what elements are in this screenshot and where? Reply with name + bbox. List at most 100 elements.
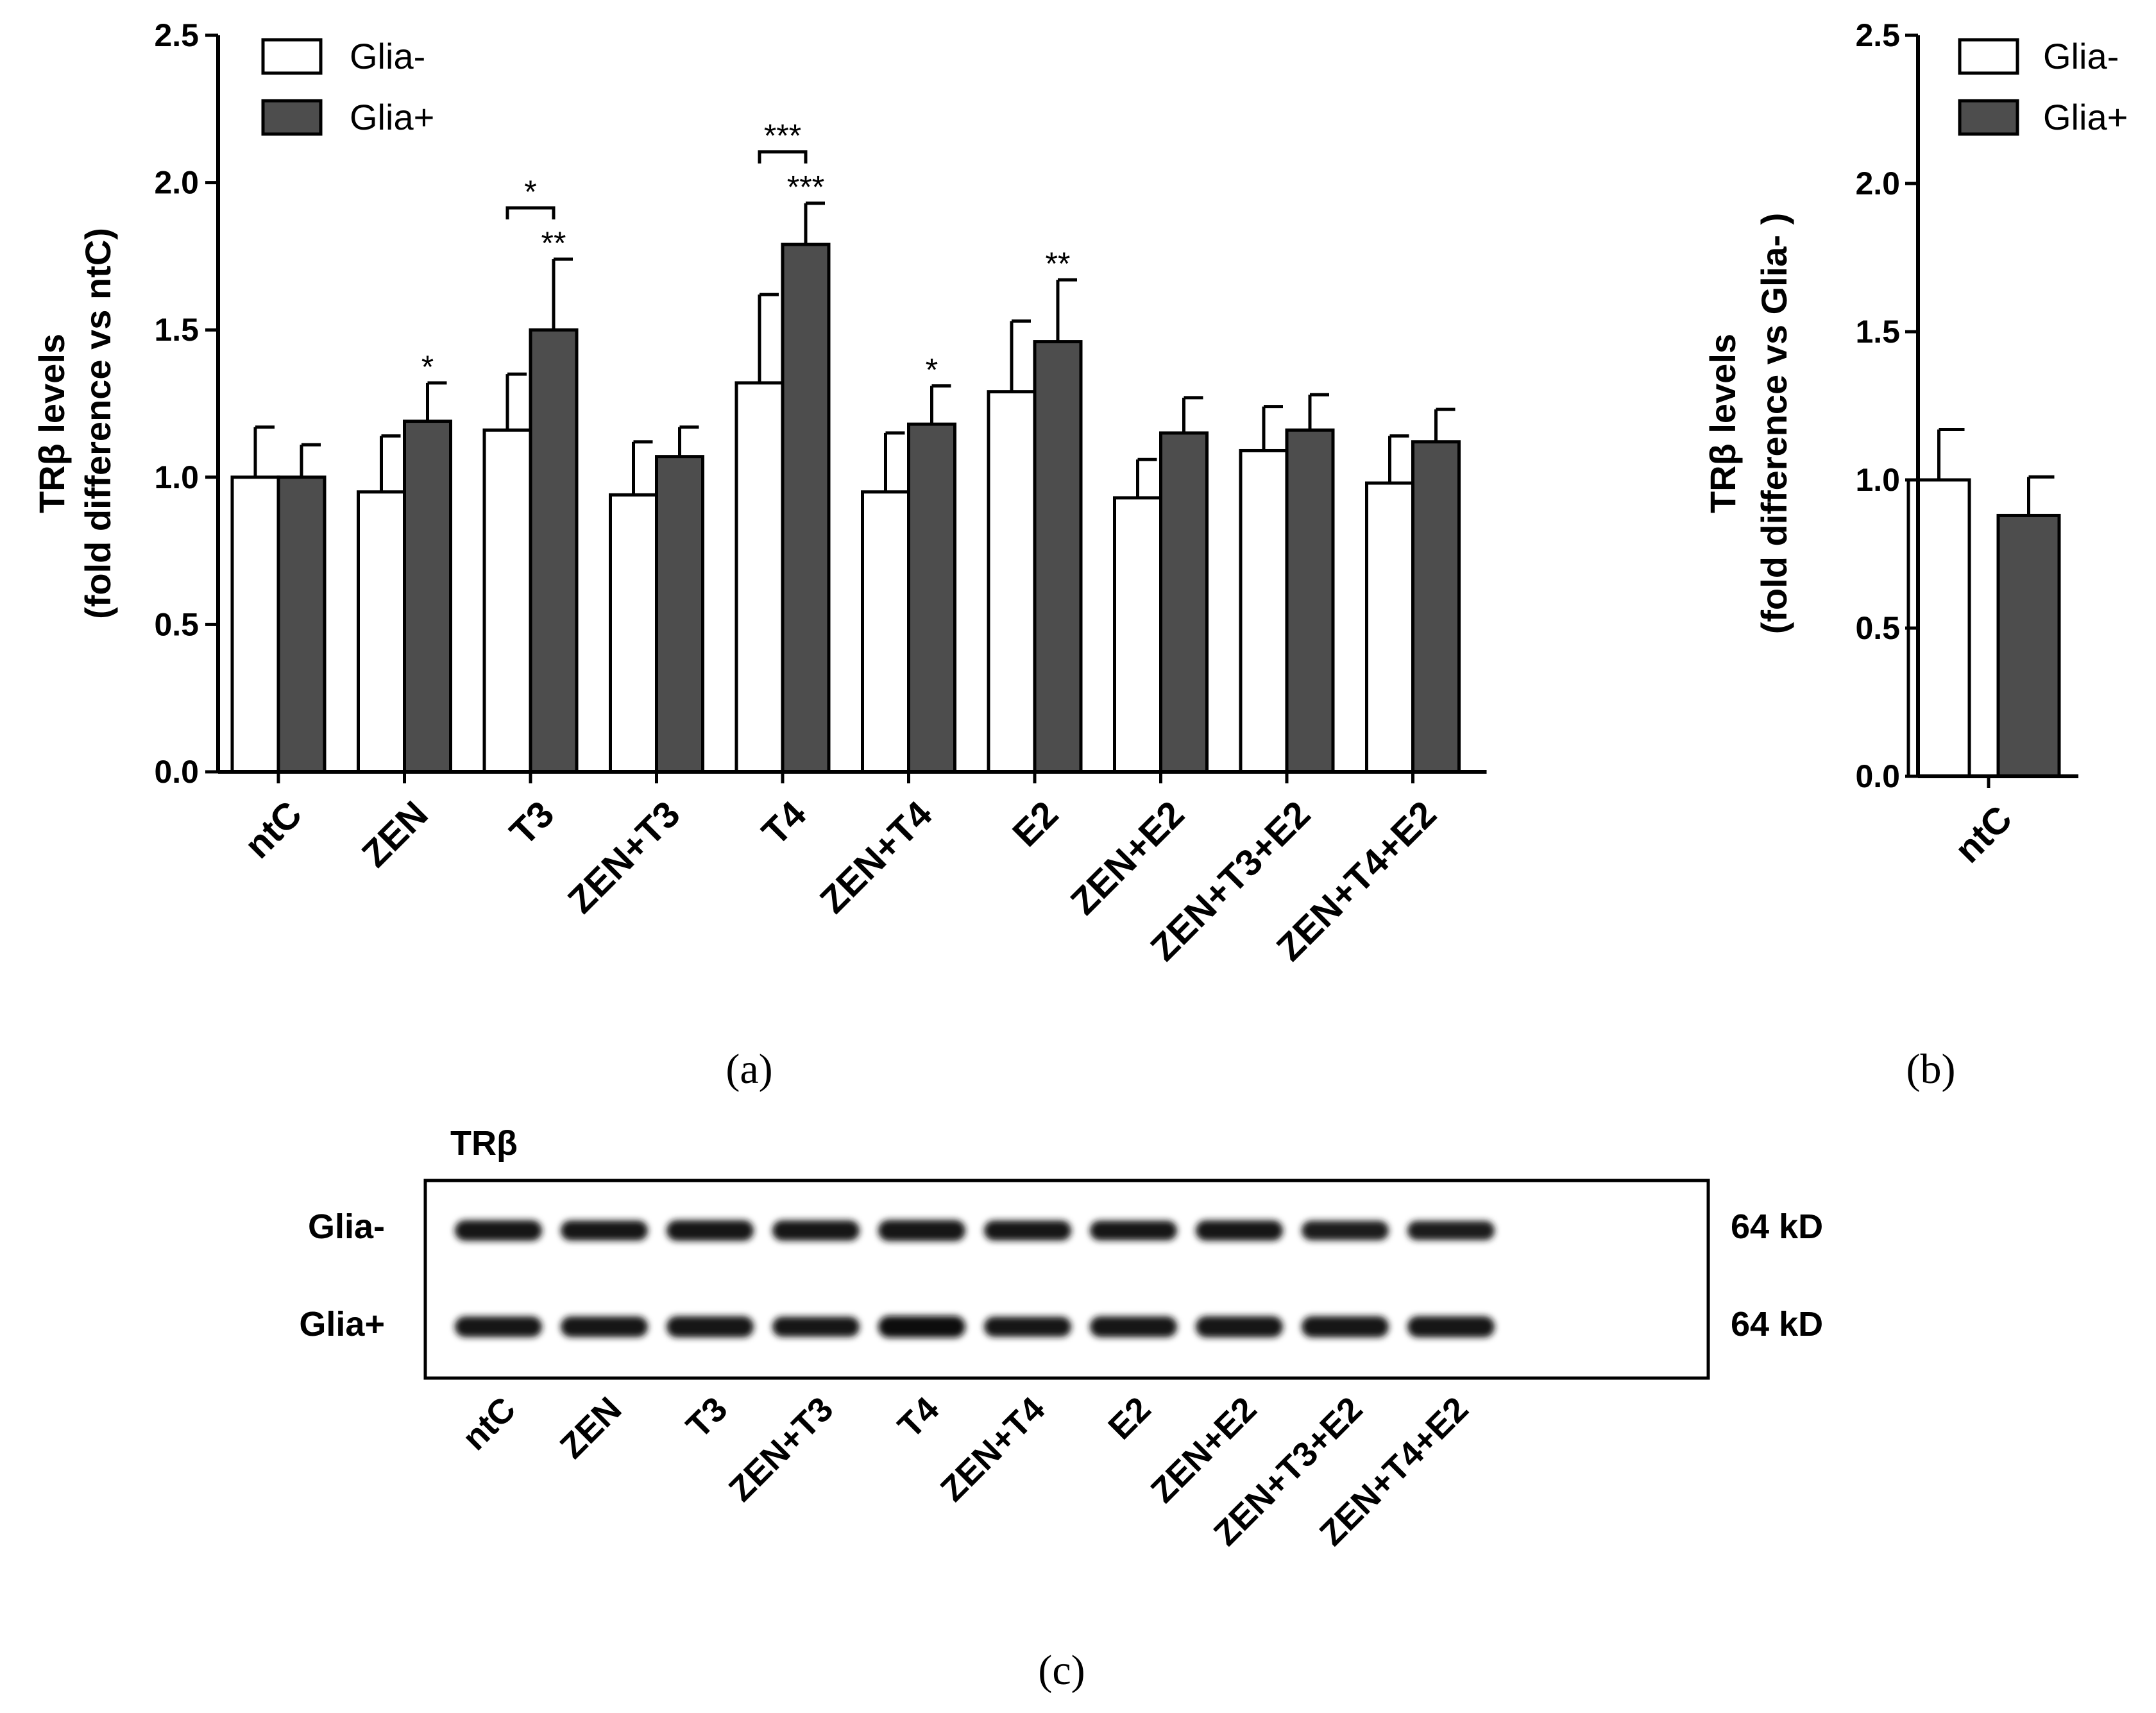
y-tick-label-0-0: 0.0 xyxy=(154,754,199,790)
x-tick-label-zen-pluse2: ZEN+E2 xyxy=(1063,793,1193,923)
blot-lane-label-t4: T4 xyxy=(890,1390,946,1445)
blot-lane-label-zen-plust4: ZEN+T4 xyxy=(933,1390,1053,1509)
b-legend-label-glia-plus: Glia+ xyxy=(2043,97,2128,137)
bar-glia-plus-zen-plust4 xyxy=(907,422,956,774)
bar-glia-zen-plust4 xyxy=(861,490,910,774)
y-tick-label-1-0: 1.0 xyxy=(154,459,199,495)
y-tick-label-2-5: 2.5 xyxy=(154,17,199,53)
blot-protein-label: TRβ xyxy=(450,1124,518,1163)
b-legend-label-glia: Glia- xyxy=(2043,36,2119,76)
blot-band-glia-zen-plust3 xyxy=(772,1220,860,1241)
b-bar-glia-plus xyxy=(1996,513,2061,778)
bar-glia-plus-zen xyxy=(403,420,452,774)
blot-lane-label-zen: ZEN xyxy=(553,1390,629,1466)
bar-glia-zen xyxy=(357,490,406,774)
blot-band-glia-zen-plust4 xyxy=(984,1220,1071,1241)
blot-lane-label-zen-plust3: ZEN+T3 xyxy=(722,1390,841,1509)
b-y-tick-label-1-0: 1.0 xyxy=(1855,462,1900,498)
bar-glia-plus-zen-plust3 xyxy=(655,455,704,774)
blot-band-glia-plus-e2 xyxy=(1090,1316,1177,1338)
x-tick-label-zen-plust3: ZEN+T3 xyxy=(560,793,688,921)
panel-b-legend: Glia- Glia+ xyxy=(1958,36,2128,137)
blot-band-glia-zen-plust3-pluse2 xyxy=(1302,1220,1389,1241)
legend-label-glia: Glia- xyxy=(350,36,425,76)
blot-band-glia-e2 xyxy=(1090,1220,1177,1241)
bar-glia-plus-zen-pluse2 xyxy=(1159,431,1209,774)
blot-lane-label-t3: T3 xyxy=(679,1390,734,1445)
blot-band-glia-plus-zen-plust3 xyxy=(772,1317,860,1337)
significance-t3: ** xyxy=(541,225,566,261)
bar-glia-e2 xyxy=(987,390,1037,774)
blot-band-glia-plus-zen-plust3-pluse2 xyxy=(1302,1316,1389,1338)
bar-glia-zen-plust3 xyxy=(609,493,658,774)
y-tick-label-2-0: 2.0 xyxy=(154,165,199,201)
bar-glia-plus-zen-plust3-pluse2 xyxy=(1285,428,1335,774)
blot-frame xyxy=(423,1179,1710,1380)
bar-glia-plus-t4 xyxy=(781,243,831,774)
blot-band-glia-plus-t4 xyxy=(878,1316,965,1338)
bracket-label-t4: *** xyxy=(764,118,801,154)
x-tick-label-ntc: ntC xyxy=(237,793,310,866)
panel-a-ylabel-line1: TRβ levels xyxy=(31,334,72,513)
bracket-label-t3: * xyxy=(524,174,536,210)
panel-a-ylabel-line2: (fold difference vs ntC) xyxy=(78,228,118,619)
blot-band-glia-t4 xyxy=(878,1220,965,1241)
bar-glia-plus-t3 xyxy=(529,328,579,774)
b-y-tick-label-0-5: 0.5 xyxy=(1855,610,1900,646)
blot-row-label-glia-plus: Glia+ xyxy=(299,1305,385,1343)
bracket-t4 xyxy=(758,150,808,164)
blot-lane-label-e2: E2 xyxy=(1101,1390,1158,1447)
blot-band-glia-plus-zen-plust4-pluse2 xyxy=(1407,1316,1495,1338)
blot-lane-label-ntc: ntC xyxy=(455,1390,523,1458)
bar-glia-t3 xyxy=(482,428,532,774)
blot-band-glia-zen-pluse2 xyxy=(1196,1220,1283,1241)
x-tick-label-t4: T4 xyxy=(754,793,814,853)
b-x-tick-label-ntc: ntC xyxy=(1947,797,2020,871)
blot-row-label-glia-minus: Glia- xyxy=(308,1207,385,1246)
significance-e2: ** xyxy=(1046,246,1071,282)
panel-letter-a: (a) xyxy=(726,1046,772,1093)
significance-zen-plust4: * xyxy=(926,352,938,388)
blot-band-glia-plus-zen-plust4 xyxy=(984,1317,1071,1337)
blot-band-glia-zen-plust4-pluse2 xyxy=(1407,1220,1495,1241)
bar-glia-plus-zen-plust4-pluse2 xyxy=(1411,440,1461,774)
bracket-t3 xyxy=(505,206,556,219)
blot-band-glia-plus-zen xyxy=(561,1316,648,1338)
significance-zen: * xyxy=(421,349,434,385)
legend-swatch-glia-plus xyxy=(261,99,323,136)
bar-glia-t4 xyxy=(734,381,785,774)
panel-b-ylabel-line1: TRβ levels xyxy=(1702,334,1743,513)
blot-band-glia-ntc xyxy=(455,1220,542,1241)
blot-band-glia-zen xyxy=(561,1220,648,1241)
blot-size-label-glia-plus: 64 kD xyxy=(1731,1305,1823,1343)
panel-b-bars xyxy=(1906,427,2061,778)
x-tick-label-zen: ZEN xyxy=(354,793,436,875)
bar-glia-plus-ntc xyxy=(276,475,327,774)
blot-band-glia-plus-t3 xyxy=(666,1316,754,1338)
bar-glia-zen-plust4-pluse2 xyxy=(1365,481,1414,774)
x-tick-label-zen-plust4: ZEN+T4 xyxy=(812,793,940,921)
b-y-tick-label-1-5: 1.5 xyxy=(1855,314,1900,350)
bar-glia-zen-plust3-pluse2 xyxy=(1239,448,1289,774)
blot-bands xyxy=(455,1220,1495,1338)
panel-b-ylabel-line2: (fold difference vs Glia- ) xyxy=(1754,213,1794,635)
b-y-tick-label-0-0: 0.0 xyxy=(1855,758,1900,794)
significance-t4: *** xyxy=(787,169,824,205)
panel-a-bars xyxy=(230,201,1461,774)
b-y-tick-label-2-0: 2.0 xyxy=(1855,166,1900,201)
panel-a-legend: Glia- Glia+ xyxy=(261,36,434,137)
panel-b-chart: 0.0 0.5 1.0 1.5 2.0 2.5 ntC Glia- Glia+ TRβ lev… xyxy=(1702,17,2128,871)
x-tick-label-e2: E2 xyxy=(1005,793,1066,855)
b-legend-swatch-glia-plus xyxy=(1958,99,2019,136)
legend-swatch-glia xyxy=(261,38,323,75)
blot-band-glia-plus-ntc xyxy=(455,1316,542,1338)
blot-size-label-glia-minus: 64 kD xyxy=(1731,1207,1823,1246)
legend-label-glia-plus: Glia+ xyxy=(350,97,434,137)
blot-band-glia-t3 xyxy=(666,1220,754,1241)
b-legend-swatch-glia xyxy=(1958,38,2019,75)
bar-glia-ntc xyxy=(230,475,280,774)
y-tick-label-1-5: 1.5 xyxy=(154,312,199,348)
